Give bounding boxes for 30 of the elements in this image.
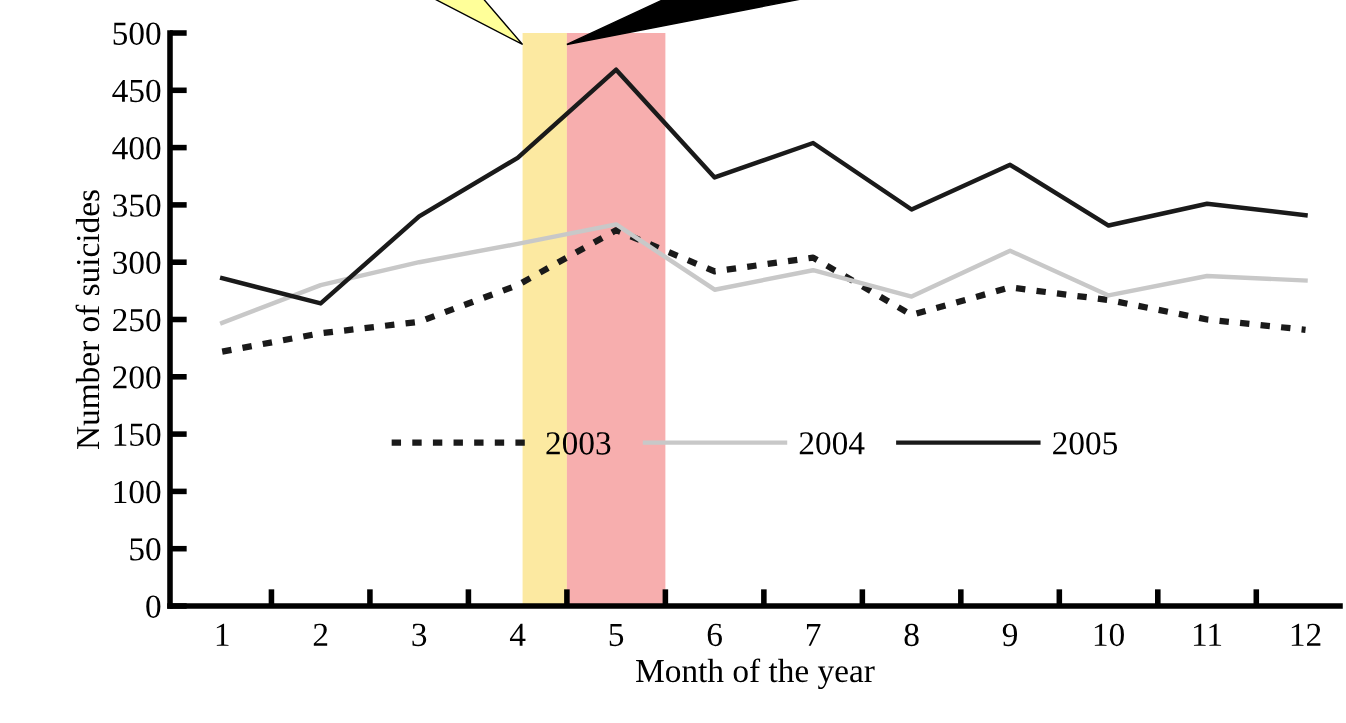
x-tick-label: 10 (1094, 623, 1124, 647)
y-axis-title: Number of suicides (75, 190, 100, 450)
legend-label: 2004 (799, 432, 865, 455)
x-tick-label: 9 (1002, 623, 1018, 647)
y-tick-label: 100 (114, 480, 161, 504)
x-tick-label: 3 (412, 623, 427, 647)
y-tick-label: 300 (113, 251, 161, 275)
x-tick-label: 6 (707, 623, 722, 647)
x-tick-label: 2 (313, 623, 328, 646)
y-tick-label: 250 (113, 308, 161, 332)
y-tick-label: 350 (113, 194, 161, 217)
line-series (219, 67, 1308, 306)
y-tick-label: 400 (112, 137, 161, 160)
x-tick-label: 8 (904, 623, 919, 647)
x-tick-label: 12 (1291, 623, 1321, 646)
legend-label: 2005 (1053, 432, 1118, 455)
x-axis-title: Month of the year (636, 658, 875, 690)
y-tick-label: 0 (146, 595, 161, 618)
x-tick-label: 4 (509, 623, 526, 646)
y-tick-label: 150 (114, 423, 161, 446)
x-tick-label: 1 (216, 623, 229, 646)
y-tick-label: 450 (112, 79, 161, 103)
x-tick-label: 5 (609, 623, 624, 647)
line-series (219, 222, 1308, 326)
x-tick-label: 11 (1193, 623, 1222, 646)
y-tick-label: 500 (113, 22, 161, 45)
y-tick-label: 50 (130, 538, 161, 561)
y-tick-label: 200 (113, 366, 161, 389)
x-tick-label: 7 (806, 623, 821, 646)
legend-label: 2003 (546, 432, 611, 455)
